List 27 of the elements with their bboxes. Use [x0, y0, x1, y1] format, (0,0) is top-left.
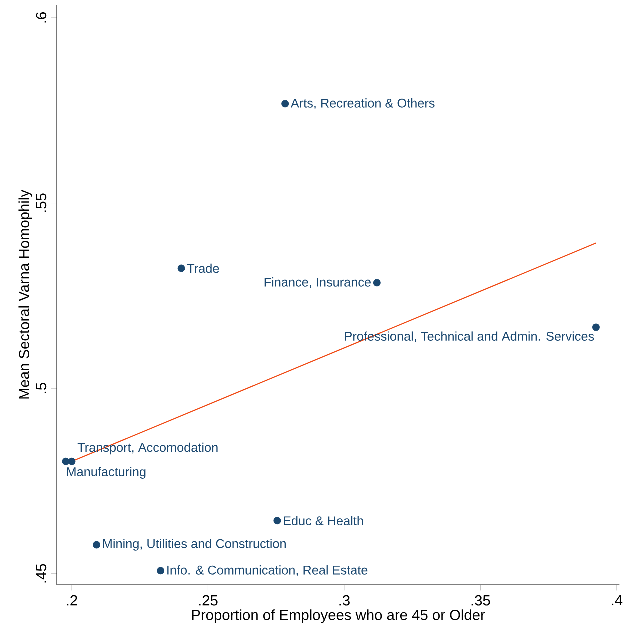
x-tick-label: .2	[67, 595, 78, 606]
point	[157, 567, 165, 575]
x-tick-label: .35	[472, 595, 490, 606]
point	[373, 279, 381, 287]
annotation: Trade	[187, 264, 220, 274]
y-axis-title: Mean Sectoral Varna Homophily	[18, 190, 32, 399]
point	[274, 517, 282, 525]
point	[62, 458, 70, 466]
point	[68, 458, 76, 466]
annotation: Arts, Recreation & Others	[290, 98, 435, 110]
x-tick-label: .3	[340, 595, 350, 606]
point	[592, 324, 600, 332]
annotation: Manufacturing	[67, 467, 146, 479]
point	[178, 264, 186, 272]
point	[282, 100, 290, 108]
point	[93, 541, 101, 549]
y-tick-label: .45	[36, 564, 47, 583]
annotation: Educ & Health	[284, 516, 364, 526]
y-tick-label: .6	[36, 12, 47, 23]
annotation: Mining, Utilities and Construction	[103, 539, 286, 551]
x-axis-title: Proportion of Employees who are 45 or Older	[192, 610, 486, 624]
y-tick-label: .55	[36, 194, 47, 212]
y-tick-label: .5	[36, 383, 47, 394]
annotation: Info. & Communication, Real Estate	[168, 566, 368, 576]
x-tick-label: .4	[612, 595, 623, 606]
annotation: Finance, Insurance	[264, 278, 371, 288]
x-tick-label: .25	[199, 595, 218, 606]
